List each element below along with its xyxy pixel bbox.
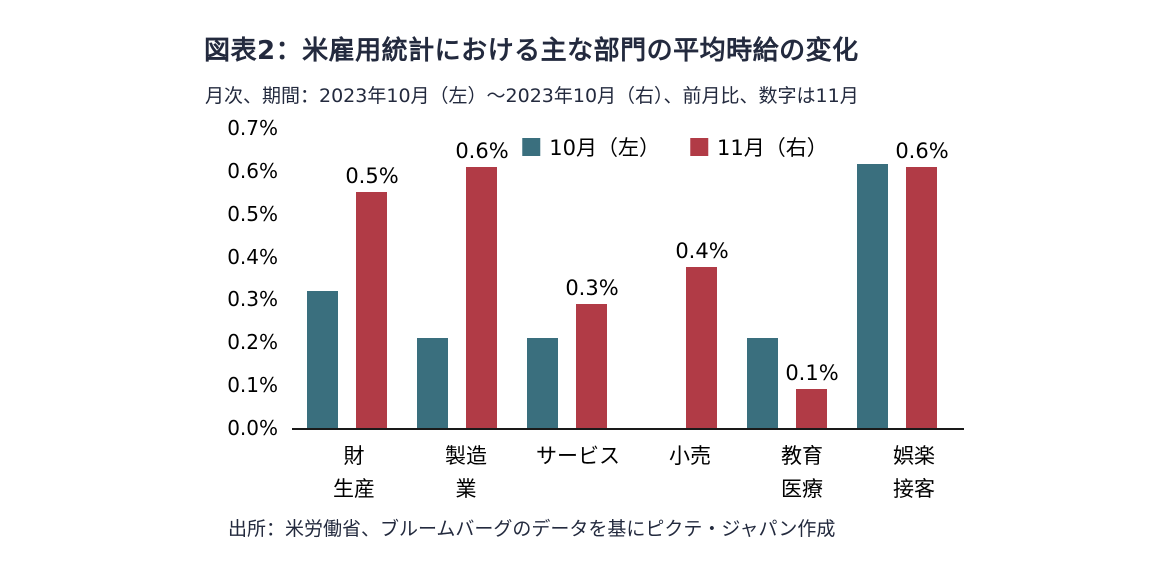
bar-october: [857, 164, 889, 428]
legend: 10月（左） 11月（右）: [522, 132, 828, 162]
y-tick-label: 0.1%: [227, 373, 278, 398]
data-label: 0.6%: [455, 138, 509, 163]
bar-group: 0.5%: [298, 128, 408, 428]
bar-group: 0.1%: [738, 128, 848, 428]
bar-october: [417, 338, 449, 428]
x-axis-label: 製造業: [445, 444, 487, 501]
bar-group: 0.3%: [518, 128, 628, 428]
data-label: 0.4%: [675, 239, 729, 264]
chart-title: 図表2：米雇用統計における主な部門の平均時給の変化: [204, 36, 859, 66]
bar-groups: 0.5% 0.6% 0.3% 0.4% 0.1% 0.6%: [292, 128, 964, 428]
bar-november: [576, 303, 608, 428]
bar-column-november: 0.4%: [675, 128, 729, 428]
bar-column-october: [747, 128, 779, 428]
x-axis-label: 娯楽 接客: [893, 444, 935, 501]
y-tick-label: 0.5%: [227, 201, 278, 226]
legend-item-october: 10月（左）: [522, 132, 660, 162]
y-tick-label: 0.0%: [227, 416, 278, 440]
x-axis-label: サービス: [536, 444, 620, 468]
bar-november: [356, 192, 388, 428]
bar-column-november: 0.6%: [895, 128, 949, 428]
legend-label-november: 11月（右）: [717, 136, 828, 160]
data-label: 0.6%: [895, 138, 949, 163]
y-tick-label: 0.2%: [227, 330, 278, 355]
chart-subtitle: 月次、期間：2023年10月（左）～2023年10月（右）、前月比、数字は11月: [205, 85, 859, 107]
data-label: 0.3%: [565, 275, 619, 300]
y-tick-label: 0.4%: [227, 244, 278, 269]
data-label: 0.1%: [785, 361, 839, 386]
bar-column-october: [857, 128, 889, 428]
bar-november: [796, 389, 828, 428]
bar-column-november: 0.5%: [345, 128, 399, 428]
bar-column-november: 0.6%: [455, 128, 509, 428]
bar-november: [466, 166, 498, 428]
y-tick-label: 0.6%: [227, 158, 278, 183]
data-label: 0.5%: [345, 164, 399, 189]
legend-swatch-october-icon: [522, 138, 541, 156]
bar-november: [906, 166, 938, 428]
y-tick-label: 0.7%: [227, 116, 278, 140]
bar-october: [307, 290, 339, 428]
bar-november: [686, 267, 718, 428]
y-tick-label: 0.3%: [227, 287, 278, 312]
y-axis: 0.0% 0.1% 0.2% 0.3% 0.4% 0.5% 0.6% 0.7%: [180, 116, 284, 440]
x-axis-labels: 財生産 製造業 サービス 小売 教育 医療 娯楽 接客: [292, 440, 976, 506]
legend-swatch-november-icon: [690, 138, 709, 156]
bar-column-november: 0.1%: [785, 128, 839, 428]
legend-item-november: 11月（右）: [690, 132, 828, 162]
bar-group: 0.6%: [408, 128, 518, 428]
bar-column-november: 0.3%: [565, 128, 619, 428]
bar-october: [747, 338, 779, 428]
bar-october: [527, 338, 559, 428]
x-axis-label: 財生産: [333, 444, 375, 501]
bar-column-october: [637, 128, 668, 428]
x-axis-label: 小売: [669, 444, 711, 468]
x-axis-label: 教育 医療: [781, 444, 823, 501]
bar-column-october: [527, 128, 559, 428]
bar-column-october: [417, 128, 449, 428]
bar-column-october: [307, 128, 339, 428]
plot-area: 10月（左） 11月（右） 0.5% 0.6% 0.3% 0.4% 0.1% 0.6%: [292, 128, 964, 430]
legend-label-october: 10月（左）: [549, 136, 661, 160]
bar-group: 0.4%: [628, 128, 738, 428]
bar-group: 0.6%: [848, 128, 958, 428]
source-note: 出所：米労働省、ブルームバーグのデータを基にピクテ・ジャパン作成: [228, 518, 836, 540]
